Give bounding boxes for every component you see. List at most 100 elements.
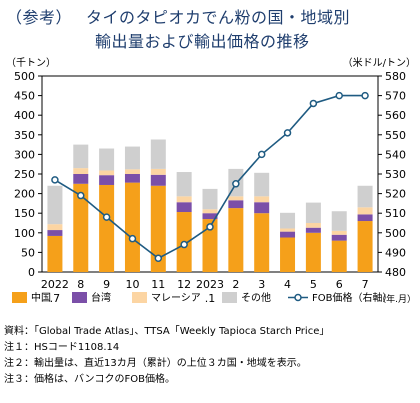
bar-segment-malaysia: [228, 196, 244, 201]
fob-price-point: [335, 91, 343, 100]
legend-china-swatch: [12, 292, 27, 303]
bar-segment-china: [331, 240, 347, 272]
bar-segment-other: [176, 172, 192, 197]
y-right-tick-label: 540: [385, 148, 406, 161]
y-right-tick-label: 570: [385, 90, 406, 103]
fob-price-point: [257, 150, 266, 159]
note-1: 注１：HSコード1108.14: [4, 342, 120, 353]
x-tick-label: 4: [284, 278, 291, 291]
fob-price-point: [102, 213, 111, 221]
y-left-tick-label: 100: [14, 227, 35, 240]
bar-segment-china: [202, 219, 218, 272]
y-left-tick-label: 350: [14, 129, 35, 142]
bar-segment-malaysia: [99, 170, 115, 176]
bar-segment-other: [331, 211, 347, 231]
bar-segment-china: [150, 185, 166, 272]
y-right-tick-label: 580: [385, 70, 406, 83]
x-tick-label: 6: [336, 278, 343, 291]
legend-fob-label: FOB価格（右軸）: [312, 291, 392, 304]
bar-segment-malaysia: [357, 207, 373, 215]
x-tick-label: 9: [103, 278, 110, 291]
y-right-tick-label: 500: [385, 227, 406, 240]
x-tick-label: 10: [125, 278, 139, 291]
legend-malaysia-label: マレーシア: [151, 293, 201, 304]
bar-segment-taiwan: [202, 213, 218, 220]
bar-segment-malaysia: [47, 224, 63, 231]
y-left-tick-label: 250: [14, 168, 35, 181]
bar-segment-malaysia: [305, 223, 321, 228]
x-tick-label: 8: [77, 278, 84, 291]
x-tick-label: 2023: [196, 278, 224, 291]
chart-title-line2: 輸出量および輸出価格の推移: [95, 32, 310, 51]
bar-segment-malaysia: [280, 228, 296, 232]
y-right-tick-label: 490: [385, 246, 406, 259]
y-right-tick-label: 550: [385, 129, 406, 142]
legend-taiwan-label: 台湾: [91, 291, 111, 304]
x-tick-label: 2022: [41, 278, 69, 291]
bar-segment-china: [124, 182, 140, 272]
bar-segment-malaysia: [202, 209, 218, 214]
fob-price-point: [128, 234, 137, 243]
y-left-tick-label: 150: [14, 207, 35, 220]
bar-segment-taiwan: [47, 230, 63, 236]
x-tick-label: 11: [151, 278, 165, 291]
y-left-tick-label: 450: [14, 90, 35, 103]
bar-segment-china: [357, 221, 373, 272]
bar-segment-other: [124, 146, 140, 170]
bar-segment-other: [99, 148, 115, 171]
title-main: タイのタピオカでん粉の国・地域別: [86, 8, 351, 27]
bar-segment-taiwan: [228, 200, 244, 209]
fob-price-point: [361, 91, 369, 100]
x-unit-label: （年.月）: [377, 293, 416, 305]
chart-title-line1: （参考） タイのタピオカでん粉の国・地域別: [6, 4, 350, 28]
x-tick-label: .7: [50, 292, 61, 305]
fob-price-point: [283, 129, 292, 137]
x-tick-label: 7: [362, 278, 369, 291]
bar-segment-other: [47, 185, 63, 225]
note-3: 注３：価格は、バンコクのFOB価格。: [4, 374, 175, 385]
note-2: 注２：輸出量は、直近13カ月（累計）の上位３カ国・地域を表示。: [4, 358, 307, 369]
bar-segment-taiwan: [73, 174, 89, 184]
fob-price-point: [180, 240, 188, 249]
bar-segment-taiwan: [280, 231, 296, 238]
bar-segment-other: [202, 188, 218, 210]
fob-price-point: [77, 191, 85, 200]
x-tick-label: 5: [310, 278, 317, 291]
bar-segment-taiwan: [150, 174, 166, 186]
y-left-tick-label: 200: [14, 188, 35, 201]
fob-price-point: [206, 223, 214, 231]
x-tick-label: 3: [258, 278, 265, 291]
bar-segment-taiwan: [357, 214, 373, 222]
bar-segment-taiwan: [176, 202, 192, 213]
bar-segment-taiwan: [305, 227, 321, 233]
bar-segment-taiwan: [99, 175, 115, 185]
bar-segment-taiwan: [331, 234, 347, 241]
fob-price-point: [51, 176, 59, 184]
y-left-tick-label: 50: [21, 246, 35, 259]
bar-segment-malaysia: [150, 168, 166, 175]
bar-segment-china: [280, 237, 296, 272]
legend-malaysia-swatch: [132, 292, 147, 303]
title-prefix: （参考）: [6, 8, 73, 27]
bar-segment-malaysia: [124, 169, 140, 174]
y-right-tick-label: 530: [385, 168, 406, 181]
fob-price-point: [154, 254, 163, 263]
x-tick-label: 2: [232, 278, 239, 291]
bar-segment-china: [254, 213, 270, 272]
bar-segment-malaysia: [254, 196, 270, 203]
bar-segment-malaysia: [331, 230, 347, 235]
y-left-tick-label: 0: [28, 266, 35, 279]
y-left-tick-label: 400: [14, 109, 35, 122]
y-right-tick-label: 510: [385, 207, 406, 220]
x-tick-label: 12: [177, 278, 191, 291]
legend-taiwan-swatch: [72, 292, 87, 303]
y-right-tick-label: 480: [385, 266, 406, 279]
bar-segment-taiwan: [254, 202, 270, 214]
bar-segment-other: [280, 212, 296, 229]
y-left-tick-label: 300: [14, 148, 35, 161]
bar-segment-taiwan: [124, 174, 140, 183]
bar-segment-china: [47, 235, 63, 272]
bar-segment-malaysia: [176, 196, 192, 203]
bar-segment-china: [305, 232, 321, 272]
